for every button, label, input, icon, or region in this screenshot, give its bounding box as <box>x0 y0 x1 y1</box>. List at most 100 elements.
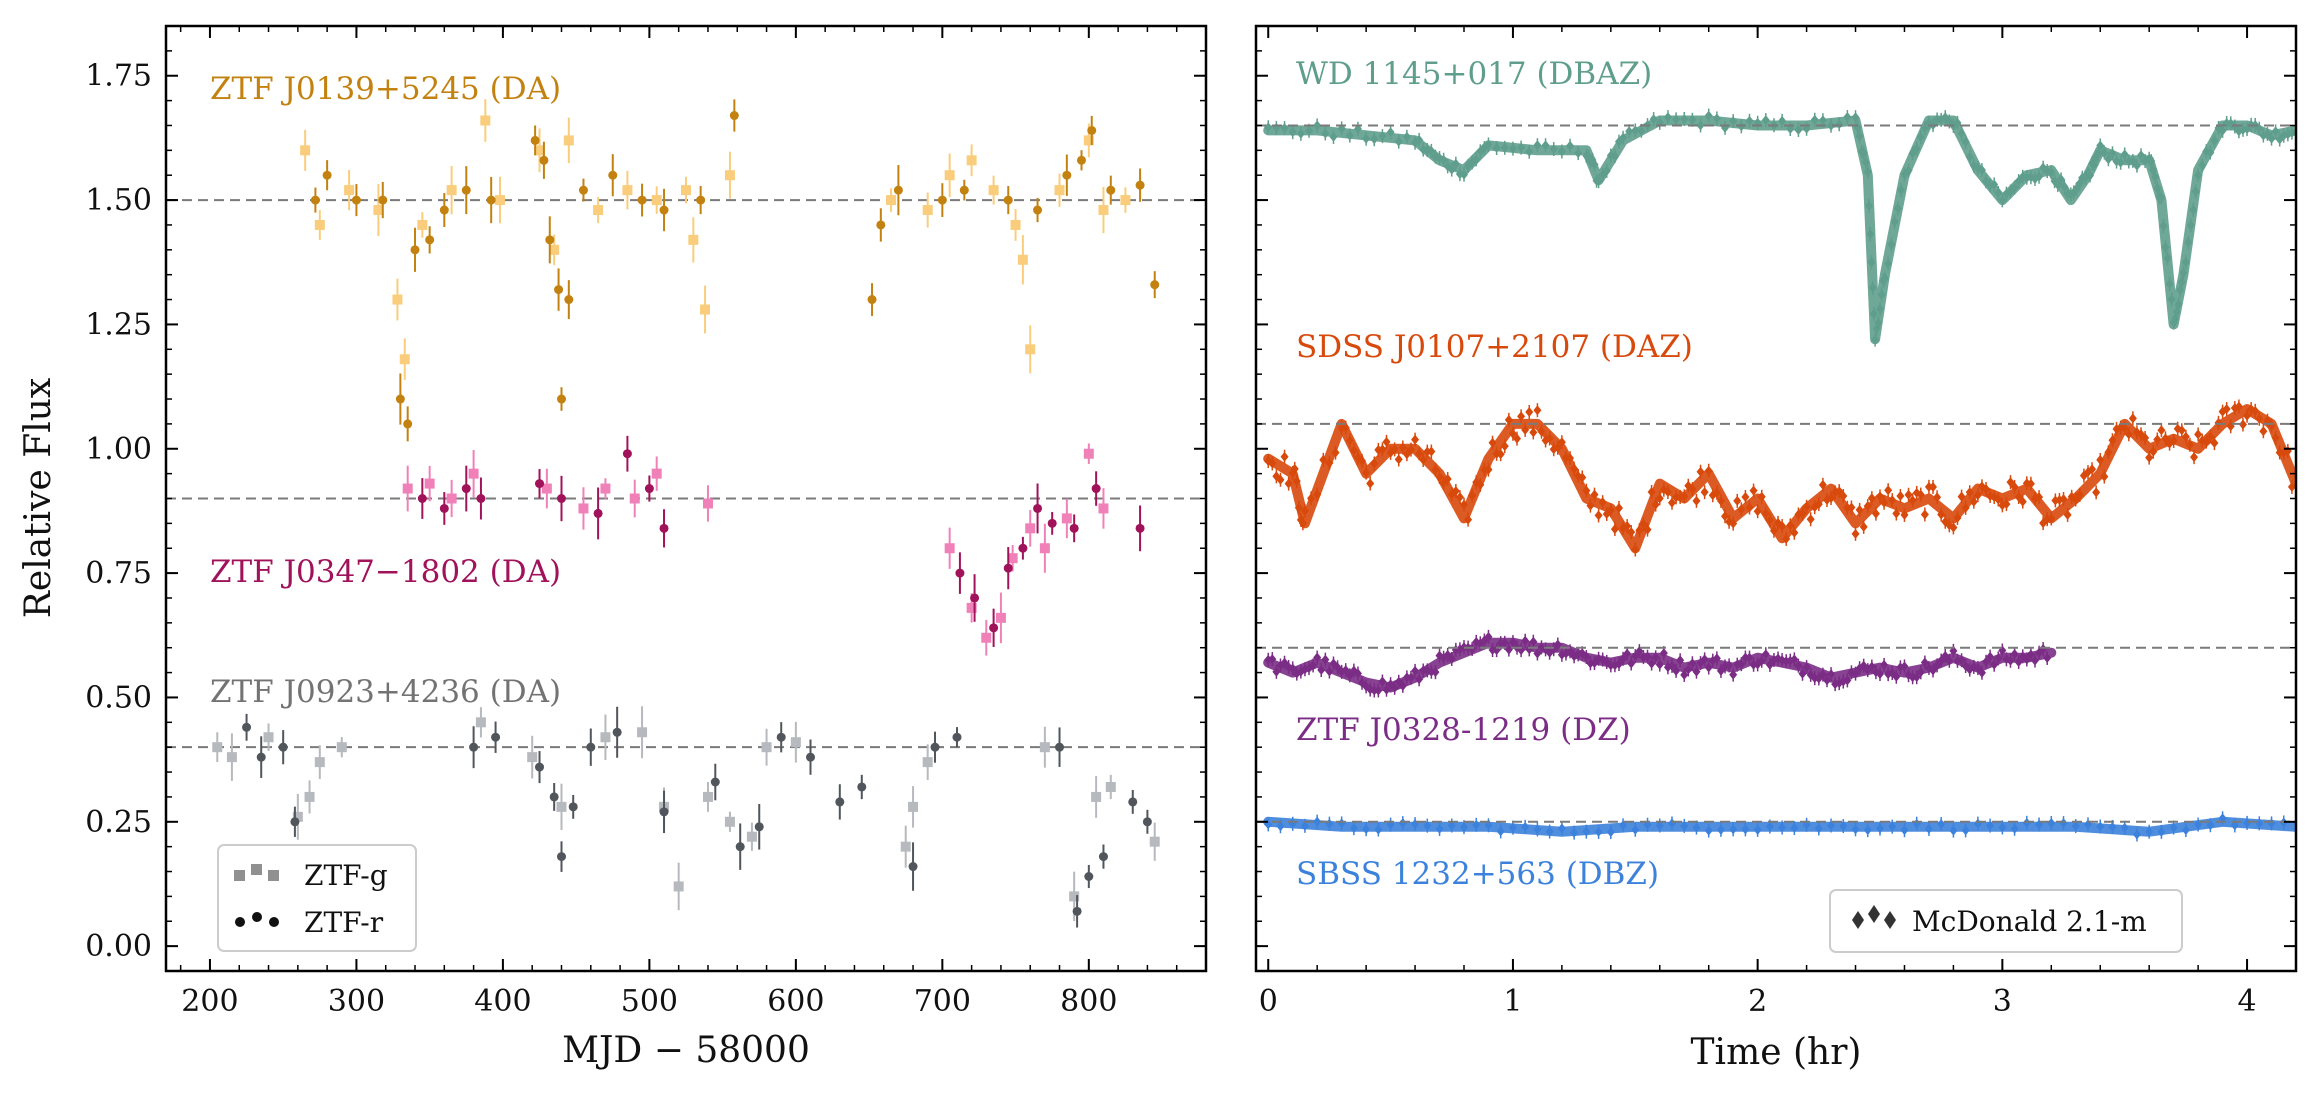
diamond-marker <box>2157 826 2166 837</box>
diamond-marker <box>1631 544 1640 555</box>
data-point-diamond <box>1672 663 1681 678</box>
diamond-marker <box>1415 674 1424 685</box>
data-point-diamond <box>1704 463 1713 478</box>
square-marker <box>637 727 648 738</box>
square-marker <box>790 737 801 748</box>
diamond-marker <box>1712 487 1721 498</box>
data-point-g <box>1025 510 1036 547</box>
data-point-diamond <box>1570 825 1579 840</box>
diamond-marker <box>1366 478 1375 489</box>
data-point-g <box>1039 726 1050 768</box>
circle-marker <box>545 235 555 245</box>
diamond-marker <box>1659 648 1668 659</box>
data-point-diamond <box>2202 434 2211 449</box>
data-point-diamond <box>2287 479 2296 494</box>
square-marker <box>475 717 486 728</box>
diamond-marker <box>1529 427 1538 438</box>
data-point-diamond <box>1949 823 1958 838</box>
diamond-marker <box>2120 423 2129 434</box>
diamond-marker <box>1867 493 1876 504</box>
diamond-marker <box>2161 433 2170 444</box>
square-marker <box>1083 135 1094 146</box>
data-point-diamond <box>2010 821 2019 836</box>
circle-marker <box>564 295 574 305</box>
data-point-diamond <box>1541 138 1550 153</box>
diamond-marker <box>2006 655 2015 666</box>
data-point-diamond <box>1331 445 1340 460</box>
data-point-r <box>395 373 405 425</box>
diamond-marker <box>1757 655 1766 666</box>
data-point-diamond <box>1977 163 1986 178</box>
data-point-diamond <box>1472 817 1481 832</box>
data-point-diamond <box>1594 508 1603 523</box>
data-point-diamond <box>1672 112 1681 127</box>
data-point-diamond <box>2063 507 2072 522</box>
data-point-diamond <box>1704 660 1713 675</box>
diamond-marker <box>2153 434 2162 445</box>
data-point-diamond <box>1949 520 1958 535</box>
diamond-marker <box>2043 514 2052 525</box>
diamond-marker <box>1349 823 1358 834</box>
diamond-marker <box>2169 435 2178 446</box>
data-point-diamond <box>1435 469 1444 484</box>
diamond-marker <box>1602 165 1611 176</box>
data-point-diamond <box>1288 125 1297 140</box>
data-point-diamond <box>1447 651 1456 666</box>
data-point-diamond <box>1965 485 1974 500</box>
data-point-diamond <box>1806 512 1815 527</box>
data-point-diamond <box>1431 462 1440 477</box>
data-point-diamond <box>1839 819 1848 834</box>
data-point-diamond <box>1268 652 1277 667</box>
diamond-marker <box>1920 123 1929 134</box>
circle-marker <box>417 494 427 503</box>
data-point-r <box>1106 175 1116 205</box>
diamond-marker <box>2063 509 2072 520</box>
diamond-marker <box>1994 494 2003 505</box>
data-point-g <box>922 744 933 780</box>
diamond-marker <box>2198 160 2207 171</box>
diamond-marker <box>2022 817 2031 828</box>
square-marker <box>688 234 699 245</box>
diamond-marker <box>1704 662 1713 673</box>
square-marker <box>900 841 911 852</box>
data-point-diamond <box>1957 126 1966 141</box>
circle-marker <box>908 862 918 872</box>
square-marker <box>494 195 505 206</box>
diamond-marker <box>1827 120 1836 131</box>
data-point-diamond <box>2104 445 2113 460</box>
diamond-marker <box>1818 115 1827 126</box>
square-marker <box>1098 205 1109 216</box>
data-point-r <box>908 842 918 891</box>
data-point-g <box>600 714 611 760</box>
square-marker <box>761 742 772 753</box>
data-point-r <box>593 487 603 540</box>
diamond-marker <box>1313 120 1322 131</box>
data-point-diamond <box>2206 429 2215 444</box>
diamond-marker <box>1998 195 2007 206</box>
square-marker <box>681 185 691 196</box>
data-point-diamond <box>1264 120 1273 135</box>
diamond-marker <box>1313 816 1322 827</box>
data-point-diamond <box>1276 472 1285 487</box>
circle-marker <box>857 782 867 792</box>
data-point-diamond <box>1937 816 1946 831</box>
diamond-marker <box>1353 668 1362 679</box>
diamond-marker <box>1877 289 1886 300</box>
data-point-r <box>1076 150 1086 171</box>
data-point-g <box>1039 523 1050 573</box>
diamond-marker <box>1398 818 1407 829</box>
diamond-marker <box>2210 135 2219 146</box>
square-marker <box>417 219 428 230</box>
data-point-r <box>1142 809 1152 834</box>
data-point-r <box>1098 844 1108 869</box>
circle-marker <box>242 722 252 732</box>
data-point-g <box>922 192 933 228</box>
data-point-diamond <box>1810 112 1819 127</box>
data-point-diamond <box>1765 513 1774 528</box>
square-marker <box>292 811 303 822</box>
diamond-marker <box>1843 112 1852 123</box>
diamond-marker <box>1704 825 1713 836</box>
diamond-marker <box>2060 181 2069 192</box>
diamond-marker <box>1325 666 1334 677</box>
data-point-diamond <box>1415 446 1424 461</box>
